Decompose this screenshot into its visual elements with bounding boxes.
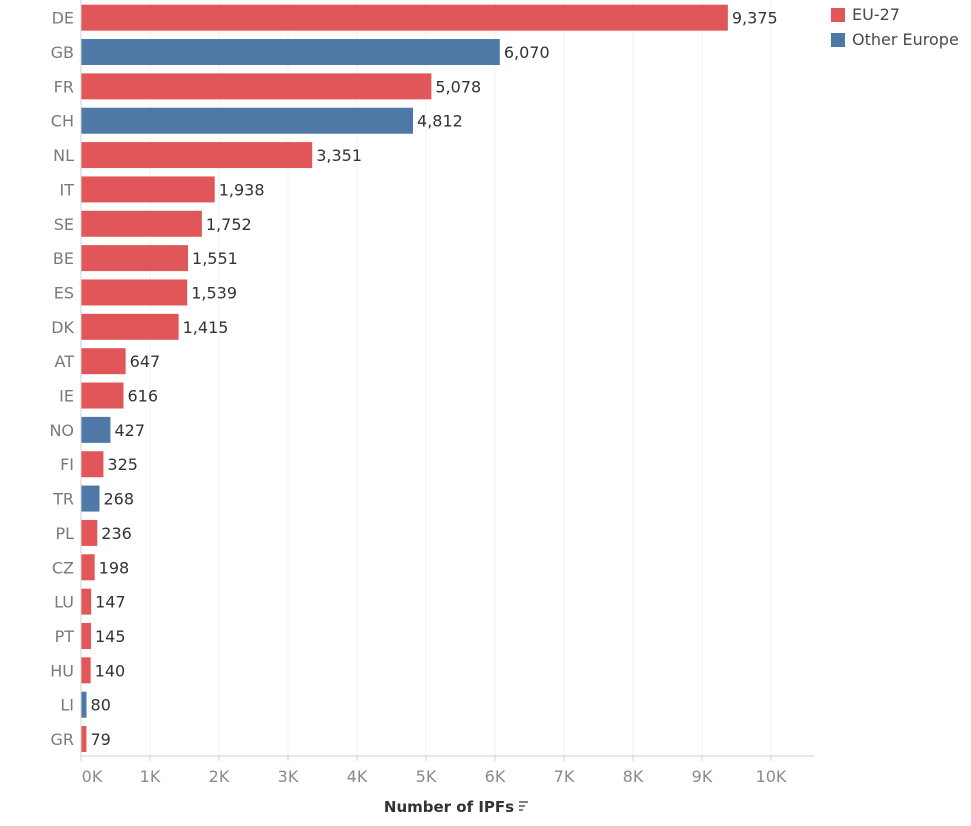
bar-dk[interactable]: [81, 313, 179, 340]
category-label: LI: [60, 696, 74, 715]
sort-descending-icon[interactable]: [519, 801, 528, 811]
category-label: ES: [54, 283, 74, 302]
bar-tr[interactable]: [81, 485, 100, 512]
value-label: 147: [95, 593, 126, 612]
bar-de[interactable]: [81, 4, 728, 31]
bar-ch[interactable]: [81, 107, 414, 134]
x-tick-label: 9K: [692, 767, 713, 786]
value-label: 3,351: [316, 146, 362, 165]
category-label: AT: [55, 352, 75, 371]
bar-hu[interactable]: [81, 657, 91, 684]
category-label: IT: [60, 180, 75, 199]
value-label: 616: [128, 387, 159, 406]
bar-pl[interactable]: [81, 519, 98, 546]
value-label: 79: [90, 730, 110, 749]
bar-fi[interactable]: [81, 451, 104, 478]
legend-item-eu27[interactable]: EU-27: [831, 2, 959, 27]
bar-no[interactable]: [81, 416, 111, 443]
x-tick-label: 4K: [347, 767, 368, 786]
value-label: 6,070: [504, 43, 550, 62]
category-label: GR: [50, 730, 74, 749]
category-label: TR: [52, 490, 74, 509]
category-label: CH: [51, 112, 74, 131]
value-label: 198: [99, 558, 130, 577]
bar-at[interactable]: [81, 348, 126, 375]
legend-swatch-eu27: [831, 7, 845, 22]
bar-gr[interactable]: [81, 726, 87, 753]
legend-label-eu27: EU-27: [852, 5, 900, 24]
x-tick-label: 6K: [485, 767, 506, 786]
value-label: 427: [114, 421, 145, 440]
category-label: NO: [49, 421, 74, 440]
bar-lu[interactable]: [81, 588, 92, 615]
category-label: PL: [55, 524, 74, 543]
bar-li[interactable]: [81, 691, 87, 718]
legend-label-other-europe: Other Europe: [852, 30, 959, 49]
x-tick-label: 8K: [623, 767, 644, 786]
category-label: GB: [51, 43, 74, 62]
value-label: 140: [95, 661, 126, 680]
category-label: CZ: [52, 558, 74, 577]
value-label: 145: [95, 627, 126, 646]
x-axis-title: Number of IPFs: [384, 798, 514, 816]
category-label: PT: [55, 627, 75, 646]
category-label: HU: [50, 661, 74, 680]
x-tick-label: 3K: [278, 767, 299, 786]
category-label: IE: [59, 387, 74, 406]
x-tick-label: 1K: [140, 767, 161, 786]
value-label: 236: [101, 524, 132, 543]
x-tick-label: 7K: [554, 767, 575, 786]
value-label: 1,539: [191, 283, 237, 302]
x-tick-label: 2K: [209, 767, 230, 786]
category-label: DK: [51, 318, 74, 337]
bars: DE 9,375 GB 6,070 FR 5,078 CH 4,812 NL 3,351 IT 1,9…: [49, 4, 778, 753]
x-tick-label: 10K: [756, 767, 787, 786]
bar-gb[interactable]: [81, 39, 500, 66]
value-label: 5,078: [435, 77, 481, 96]
value-label: 268: [103, 490, 134, 509]
value-label: 647: [130, 352, 161, 371]
x-tick-label: 0K: [82, 767, 103, 786]
bar-se[interactable]: [81, 210, 202, 237]
bar-es[interactable]: [81, 279, 188, 306]
bar-cz[interactable]: [81, 554, 95, 581]
category-label: SE: [54, 215, 74, 234]
category-label: DE: [52, 9, 74, 28]
legend-swatch-other-europe: [831, 32, 845, 47]
value-label: 1,938: [219, 180, 265, 199]
bar-fr[interactable]: [81, 73, 432, 100]
bar-pt[interactable]: [81, 622, 92, 649]
value-label: 1,415: [183, 318, 229, 337]
bar-nl[interactable]: [81, 142, 313, 169]
bar-ie[interactable]: [81, 382, 124, 409]
x-tick-label: 5K: [416, 767, 437, 786]
value-label: 325: [107, 455, 138, 474]
x-axis: 0K 1K 2K 3K 4K 5K 6K 7K 8K 9K 10K: [80, 0, 814, 786]
category-label: FR: [54, 77, 74, 96]
bar-be[interactable]: [81, 245, 189, 272]
value-label: 80: [91, 696, 111, 715]
legend-item-other-europe[interactable]: Other Europe: [831, 27, 959, 52]
category-label: LU: [54, 593, 74, 612]
value-label: 1,551: [192, 249, 238, 268]
legend: EU-27 Other Europe: [831, 2, 959, 52]
category-label: BE: [53, 249, 74, 268]
value-label: 4,812: [417, 112, 463, 131]
value-label: 9,375: [732, 9, 778, 28]
category-label: FI: [60, 455, 74, 474]
category-label: NL: [53, 146, 74, 165]
value-label: 1,752: [206, 215, 252, 234]
bar-it[interactable]: [81, 176, 215, 203]
